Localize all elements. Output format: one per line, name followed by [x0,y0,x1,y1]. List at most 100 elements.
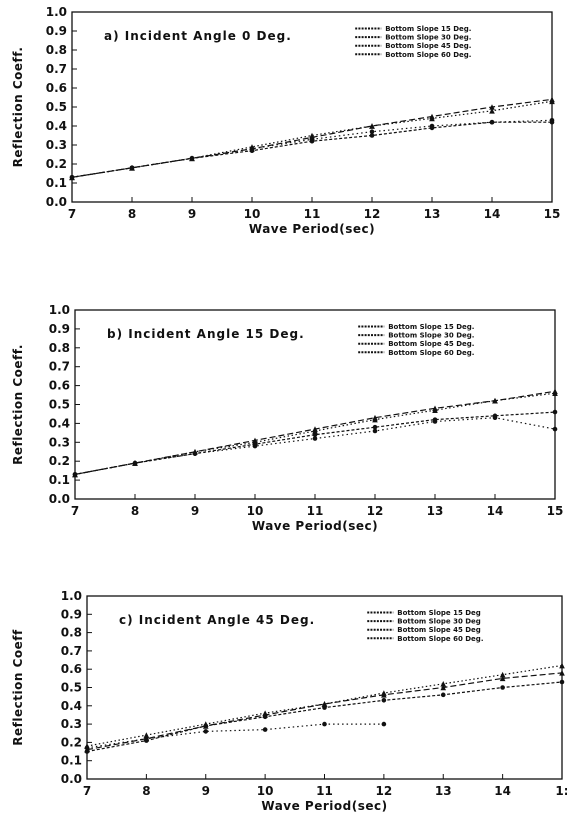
chart-title: b) Incident Angle 15 Deg. [107,327,305,341]
x-tick-label: 9 [202,784,210,798]
x-tick-label: 14 [494,784,511,798]
y-tick-label: 0.0 [46,195,67,209]
y-tick-label: 1.0 [49,303,70,317]
data-point [132,460,138,466]
legend-label: Bottom Slope 45 Deg [397,626,481,634]
legend: Bottom Slope 15 Deg.Bottom Slope 30 Deg.… [355,25,471,59]
legend-label: Bottom Slope 60 Deg. [385,51,471,59]
y-axis-label: Reflection Coeff. [11,344,25,465]
data-point [552,390,558,396]
x-tick-label: 12 [367,504,384,518]
legend-label: Bottom Slope 60 Deg. [397,635,483,643]
data-point [499,671,506,678]
y-tick-label: 0.8 [61,626,82,640]
y-tick-label: 1.0 [46,5,67,19]
y-tick-label: 0.1 [46,176,67,190]
y-axis-label: Reflection Coeff. [11,47,25,168]
legend-label: Bottom Slope 30 Deg [397,618,481,626]
y-tick-label: 0.2 [49,454,70,468]
x-tick-label: 10 [247,504,264,518]
data-point [492,397,498,404]
legend-label: Bottom Slope 15 Deg [397,609,481,617]
data-point [492,413,498,419]
data-point [252,439,258,446]
chart-title: a) Incident Angle 0 Deg. [104,29,292,43]
y-tick-label: 0.3 [61,717,82,731]
x-tick-label: 11 [304,207,321,221]
x-axis-label: Wave Period(sec) [249,222,375,236]
data-point [432,407,438,413]
x-tick-label: 13 [427,504,444,518]
y-tick-label: 0.4 [46,119,67,133]
x-tick-label: 8 [128,207,136,221]
data-point [552,409,558,415]
x-tick-label: 10 [257,784,274,798]
y-tick-label: 0.9 [46,24,67,38]
series-line-1 [74,417,556,475]
y-tick-label: 0.5 [49,398,70,412]
x-axis-label: Wave Period(sec) [252,519,378,533]
data-point [322,721,327,727]
data-point [203,729,209,734]
data-point [559,670,565,676]
data-point [84,746,90,753]
y-tick-label: 0.5 [61,681,82,695]
data-point [143,735,150,742]
x-tick-label: 8 [131,504,139,518]
x-tick-label: 10 [244,207,261,221]
data-point [309,132,315,139]
x-tick-label: 1: [555,784,567,798]
data-point [262,727,268,732]
x-tick-label: 11 [307,504,324,518]
legend-label: Bottom Slope 60 Deg. [388,349,474,357]
chart-title: c) Incident Angle 45 Deg. [119,613,315,627]
chart-panel-3: 0.0 0.1 0.2 0.3 0.4 0.5 0.6 0.7 0.8 0.9 1.0 7 8 9 10 11… [11,589,567,813]
data-point [559,662,565,669]
data-point [312,428,318,434]
x-tick-label: 13 [435,784,452,798]
x-tick-label: 13 [424,207,441,221]
data-point [249,144,255,150]
series-line-2 [74,411,556,475]
x-tick-label: 14 [484,207,501,221]
legend-label: Bottom Slope 45 Deg. [388,340,474,348]
y-tick-label: 0.8 [46,43,67,57]
data-point [262,710,268,716]
x-tick-label: 8 [142,784,150,798]
y-tick-label: 0.7 [46,62,67,76]
y-tick-label: 0.7 [49,360,70,374]
y-tick-label: 0.0 [49,492,70,506]
data-point [69,174,75,181]
data-point [312,436,318,441]
data-point [372,416,378,423]
data-point [559,679,565,685]
series-line-3 [86,672,563,751]
data-point [549,98,555,105]
data-point [552,426,558,432]
data-point [143,732,150,738]
data-point [381,698,387,703]
y-tick-label: 0.2 [61,735,82,749]
data-point [489,119,495,125]
legend: Bottom Slope 15 Deg.Bottom Slope 30 Deg.… [358,323,474,357]
y-tick-label: 0.6 [49,379,70,393]
data-point [432,417,438,422]
series-line-4 [71,100,553,178]
x-tick-label: 7 [68,207,76,221]
legend-label: Bottom Slope 15 Deg. [385,25,471,33]
data-point [129,165,135,171]
data-point [189,155,195,162]
x-tick-label: 15 [547,504,564,518]
legend-label: Bottom Slope 30 Deg. [388,332,474,340]
x-tick-label: 7 [83,784,91,798]
data-point [440,684,447,691]
y-tick-label: 0.9 [49,322,70,336]
x-tick-label: 12 [376,784,393,798]
y-tick-label: 1.0 [61,589,82,603]
y-tick-label: 0.0 [61,772,82,786]
chart-panel-1: 0.0 0.1 0.2 0.3 0.4 0.5 0.6 0.7 0.8 0.9 1.0 7 8 9 10 11… [11,5,560,236]
data-point [369,133,375,138]
y-tick-label: 0.2 [46,157,67,171]
x-tick-label: 9 [191,504,199,518]
